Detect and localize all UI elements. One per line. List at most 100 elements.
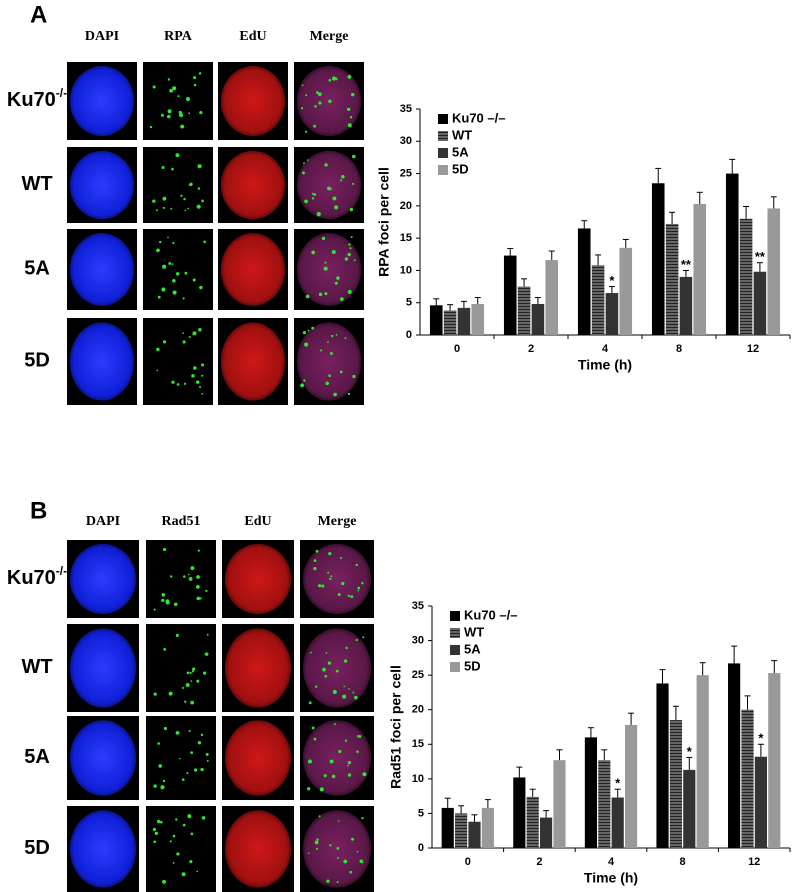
focus <box>157 295 161 299</box>
error-bar <box>595 254 602 266</box>
focus <box>353 259 356 262</box>
focus <box>326 879 330 883</box>
focus <box>172 86 177 91</box>
focus <box>196 575 200 579</box>
row-label: 5D <box>24 350 50 372</box>
column-header: EdU <box>239 29 266 44</box>
focus <box>169 88 173 93</box>
y-tick-label: 15 <box>412 738 424 750</box>
focus <box>340 297 344 301</box>
focus <box>182 332 185 334</box>
focus <box>341 174 345 179</box>
focus <box>195 584 200 589</box>
nucleus <box>220 322 286 401</box>
focus <box>181 686 184 689</box>
focus <box>336 857 339 859</box>
focus <box>332 689 337 695</box>
focus <box>200 733 204 737</box>
bar <box>471 304 485 335</box>
nucleus <box>296 322 362 401</box>
focus <box>347 392 351 396</box>
bar <box>679 276 693 335</box>
micrograph <box>143 147 213 223</box>
focus <box>200 767 204 772</box>
bar <box>526 796 539 848</box>
focus <box>167 109 172 114</box>
error-bar <box>628 712 635 725</box>
focus <box>175 272 180 276</box>
row-name: 5A <box>24 258 50 280</box>
bar <box>517 286 531 335</box>
focus <box>311 326 315 330</box>
focus <box>349 116 353 119</box>
error-bar <box>696 191 703 204</box>
focus <box>311 197 315 200</box>
y-axis-label: Rad51 foci per cell <box>388 665 404 789</box>
focus <box>171 380 175 384</box>
focus <box>181 778 185 782</box>
focus <box>356 850 359 853</box>
bar <box>540 817 553 848</box>
y-tick-label: 10 <box>412 773 424 785</box>
bar <box>741 709 754 848</box>
focus <box>303 162 305 165</box>
legend-swatch <box>438 148 448 158</box>
focus <box>324 674 328 678</box>
focus <box>337 820 340 822</box>
focus <box>324 292 328 296</box>
focus <box>175 633 179 637</box>
focus <box>159 240 162 244</box>
legend-swatch <box>438 131 448 141</box>
focus <box>347 289 352 295</box>
nucleus <box>224 628 292 708</box>
focus <box>324 261 327 264</box>
focus <box>336 276 340 280</box>
error-bar <box>757 743 764 757</box>
error-bar <box>672 705 679 721</box>
focus <box>156 819 161 824</box>
bar <box>665 223 679 335</box>
focus <box>338 749 342 754</box>
y-tick-label: 25 <box>412 669 424 681</box>
bar <box>619 247 633 335</box>
focus <box>196 679 200 683</box>
error-bar <box>458 805 465 814</box>
focus <box>199 285 203 290</box>
focus <box>162 196 167 201</box>
row-label: WT <box>21 173 52 195</box>
focus <box>355 638 358 642</box>
error-bar <box>516 766 523 778</box>
legend-swatch <box>450 628 460 638</box>
focus <box>190 566 195 571</box>
row-label: Ku70-/- <box>7 86 67 111</box>
focus <box>190 751 194 755</box>
focus <box>344 337 347 340</box>
nucleus <box>296 150 362 220</box>
focus <box>182 823 186 827</box>
micrograph <box>143 62 213 140</box>
focus <box>332 196 337 201</box>
focus <box>193 768 198 772</box>
bar <box>605 293 619 335</box>
error-bar <box>581 220 588 229</box>
panel-label: B <box>30 497 47 524</box>
focus <box>347 252 351 257</box>
bar <box>754 756 767 848</box>
focus <box>154 831 159 836</box>
significance-label: ** <box>681 257 692 272</box>
focus <box>160 113 164 117</box>
focus <box>170 207 173 210</box>
bar <box>693 203 707 335</box>
focus <box>185 97 190 102</box>
column-header: Rad51 <box>162 514 201 529</box>
x-tick-label: 2 <box>528 343 534 355</box>
focus <box>348 243 351 246</box>
focus <box>327 341 329 343</box>
focus <box>357 589 360 592</box>
focus <box>201 199 204 203</box>
focus <box>196 204 201 209</box>
focus <box>352 374 356 379</box>
x-tick-label: 8 <box>676 343 682 355</box>
column-header: DAPI <box>85 29 119 44</box>
focus <box>153 608 156 611</box>
